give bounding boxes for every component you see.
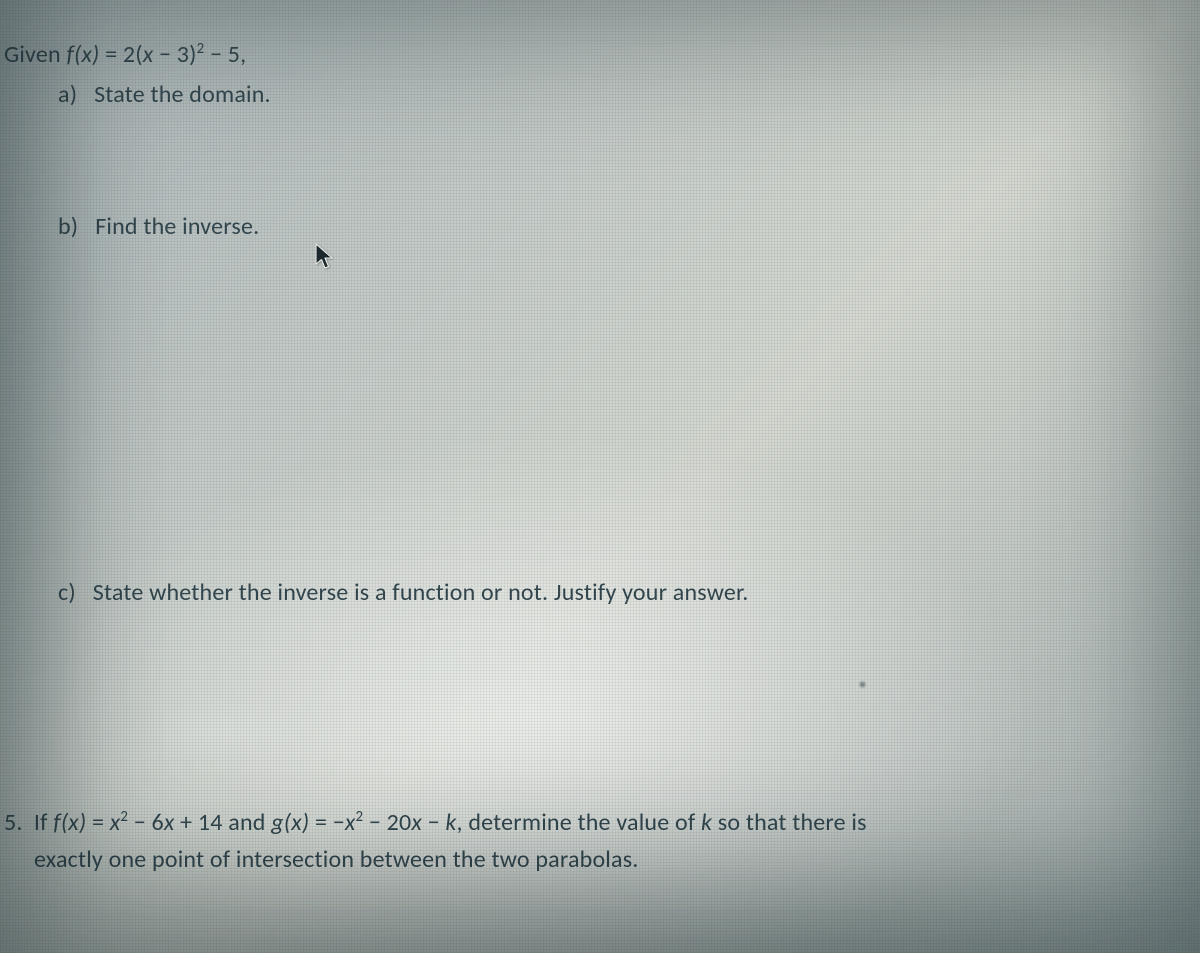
part-c: c) State whether the inverse is a functi… bbox=[58, 578, 748, 607]
q5-k: k bbox=[445, 808, 456, 837]
given-rhs-tail: − 5, bbox=[204, 40, 246, 69]
part-a-text: State the domain. bbox=[94, 80, 271, 109]
smudge bbox=[316, 607, 584, 724]
given-eq: = bbox=[100, 40, 123, 69]
question-5-line1: 5. If f(x) = x2 − 6x + 14 and g(x) = −x2… bbox=[4, 808, 867, 837]
question-given: Given f(x) = 2(x − 3)2 − 5, bbox=[4, 40, 246, 69]
q5-f-bx: x bbox=[164, 808, 175, 837]
part-c-text: State whether the inverse is a function … bbox=[93, 578, 749, 607]
q5-f-b: − 6 bbox=[128, 808, 164, 837]
q5-tail: , determine the value of bbox=[457, 808, 701, 837]
part-c-label: c) bbox=[58, 578, 76, 607]
q5-g-x2: x bbox=[345, 808, 356, 837]
part-b-text: Find the inverse. bbox=[95, 212, 259, 241]
worksheet-page: Given f(x) = 2(x − 3)2 − 5, a) State the… bbox=[0, 0, 1200, 953]
given-prefix: Given bbox=[4, 40, 66, 69]
q5-f-lhs: f(x) bbox=[53, 808, 86, 837]
smudge bbox=[140, 700, 320, 760]
q5-number: 5. bbox=[4, 808, 23, 837]
q5-eq2: = − bbox=[309, 808, 345, 837]
q5-g-b: − 20 bbox=[363, 808, 411, 837]
q5-g-lhs: g(x) bbox=[271, 808, 309, 837]
given-rhs-var: x bbox=[143, 40, 154, 69]
q5-f-c: + 14 and bbox=[175, 808, 272, 837]
given-rhs-pre: 2( bbox=[123, 40, 143, 69]
q5-f-x2-exp: 2 bbox=[120, 807, 128, 825]
question-5-line2: exactly one point of intersection betwee… bbox=[34, 845, 639, 874]
given-lhs: f(x) bbox=[66, 40, 99, 69]
cursor-icon bbox=[314, 243, 336, 271]
q5-line2-text: exactly one point of intersection betwee… bbox=[34, 845, 639, 874]
q5-k2: k bbox=[701, 808, 712, 837]
part-b-label: b) bbox=[58, 212, 78, 241]
q5-tail2: so that there is bbox=[712, 808, 867, 837]
part-b: b) Find the inverse. bbox=[58, 212, 259, 241]
q5-g-bx: x bbox=[411, 808, 422, 837]
q5-pre: If bbox=[34, 808, 53, 837]
part-a-label: a) bbox=[58, 80, 77, 109]
q5-f-x2: x bbox=[110, 808, 121, 837]
speck bbox=[858, 680, 867, 689]
page-corner-fragment bbox=[1156, 0, 1200, 30]
q5-eq1: = bbox=[86, 808, 109, 837]
part-a: a) State the domain. bbox=[58, 80, 271, 109]
given-rhs-mid: − 3) bbox=[153, 40, 196, 69]
q5-g-c: − bbox=[422, 808, 445, 837]
